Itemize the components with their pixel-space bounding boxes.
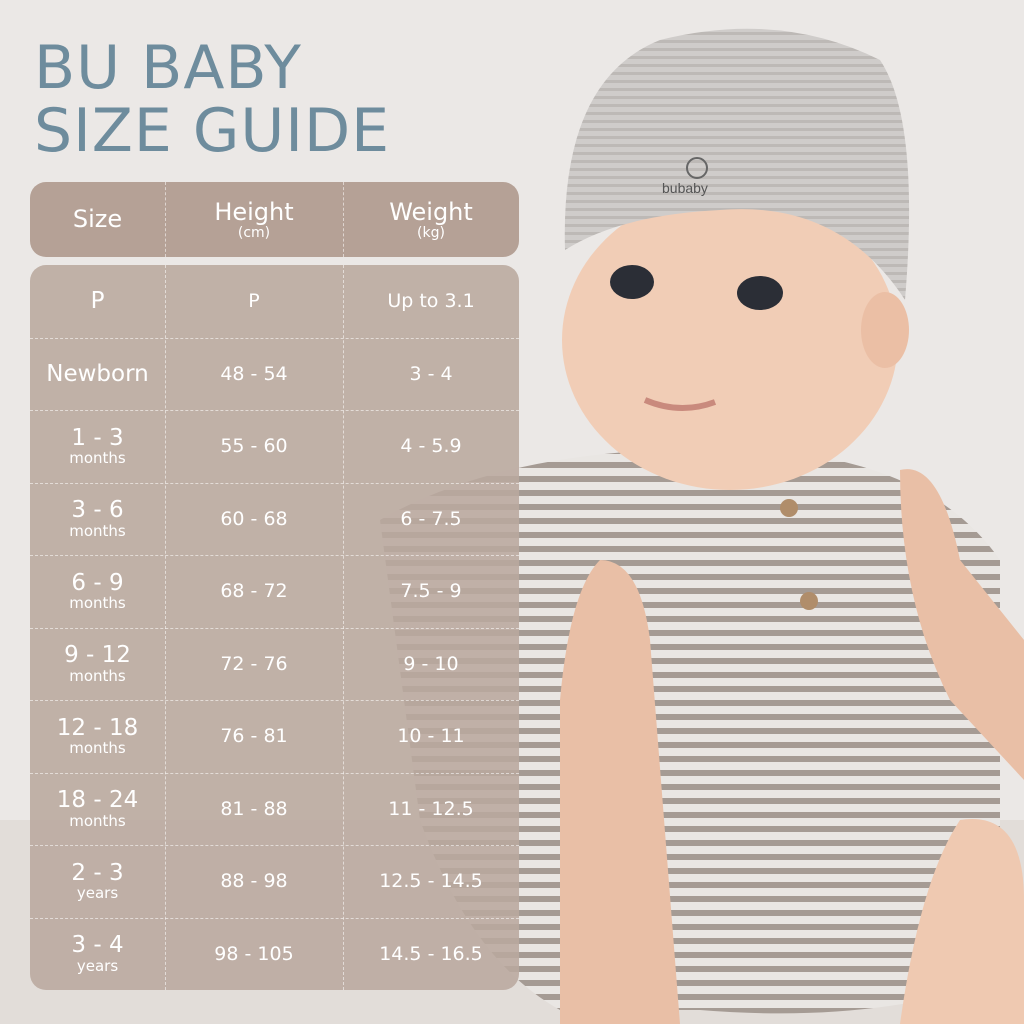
table-row: 2 - 3 years 88 - 98 12.5 - 14.5	[30, 845, 519, 918]
height-value: 60 - 68	[220, 507, 288, 530]
table-row: 18 - 24 months 81 - 88 11 - 12.5	[30, 773, 519, 846]
height-value: 68 - 72	[220, 580, 288, 603]
weight-value: 7.5 - 9	[400, 580, 462, 603]
size-value: 2 - 3	[71, 859, 124, 886]
size-value: P	[90, 288, 105, 315]
size-unit: months	[69, 521, 126, 540]
row-divider	[30, 482, 519, 484]
header-size: Size	[72, 205, 123, 234]
height-value: P	[248, 290, 260, 313]
hat-logo: bubaby	[662, 180, 708, 196]
weight-value: 12.5 - 14.5	[379, 870, 483, 893]
size-value: 12 - 18	[56, 714, 139, 741]
weight-value: 4 - 5.9	[400, 435, 462, 458]
height-value: 48 - 54	[220, 362, 288, 385]
table-row: 9 - 12 months 72 - 76 9 - 10	[30, 628, 519, 701]
height-value: 76 - 81	[220, 725, 288, 748]
row-divider	[30, 410, 519, 411]
height-value: 88 - 98	[220, 870, 288, 893]
height-value: 98 - 105	[214, 942, 294, 965]
size-value: 18 - 24	[56, 787, 139, 814]
table-row: 3 - 4 years 98 - 105 14.5 - 16.5	[30, 918, 519, 991]
size-value: 9 - 12	[64, 642, 131, 669]
title-line-1: BU BABY	[34, 33, 302, 103]
table-row: 3 - 6 months 60 - 68 6 - 7.5	[30, 483, 519, 556]
size-value: 6 - 9	[71, 569, 124, 596]
row-divider	[30, 772, 519, 774]
size-unit: years	[76, 884, 119, 903]
table-row: Newborn 48 - 54 3 - 4	[30, 338, 519, 411]
title-line-2: SIZE GUIDE	[34, 96, 391, 166]
header-height: Height	[214, 198, 294, 227]
height-value: 55 - 60	[220, 435, 288, 458]
weight-value: 3 - 4	[409, 362, 453, 385]
row-divider	[30, 555, 519, 556]
row-divider	[30, 337, 519, 339]
table-row: 12 - 18 months 76 - 81 10 - 11	[30, 700, 519, 773]
size-value: 3 - 6	[71, 497, 124, 524]
size-unit: months	[69, 811, 126, 830]
table-row: 1 - 3 months 55 - 60 4 - 5.9	[30, 410, 519, 483]
weight-value: 10 - 11	[397, 725, 465, 748]
size-value: 1 - 3	[71, 424, 124, 451]
table-header: Size Height (cm) Weight (kg)	[30, 182, 519, 257]
row-divider	[30, 845, 519, 846]
weight-value: 11 - 12.5	[388, 797, 474, 820]
weight-value: 6 - 7.5	[400, 507, 462, 530]
size-unit: months	[69, 594, 126, 613]
size-unit: months	[69, 666, 126, 685]
header-weight-unit: (kg)	[417, 224, 445, 241]
weight-value: Up to 3.1	[387, 290, 475, 313]
size-unit: years	[76, 956, 119, 975]
size-value: 3 - 4	[71, 932, 124, 959]
header-weight: Weight	[389, 198, 473, 227]
row-divider	[30, 917, 519, 919]
row-divider	[30, 627, 519, 629]
table-row: 6 - 9 months 68 - 72 7.5 - 9	[30, 555, 519, 628]
header-height-unit: (cm)	[237, 224, 271, 241]
height-value: 72 - 76	[220, 652, 288, 675]
size-unit: months	[69, 449, 126, 468]
table-row: P P Up to 3.1	[30, 265, 519, 338]
weight-value: 9 - 10	[403, 652, 459, 675]
size-unit: months	[69, 739, 126, 758]
weight-value: 14.5 - 16.5	[379, 942, 483, 965]
row-divider	[30, 700, 519, 701]
size-value: Newborn	[46, 360, 149, 387]
height-value: 81 - 88	[220, 797, 288, 820]
